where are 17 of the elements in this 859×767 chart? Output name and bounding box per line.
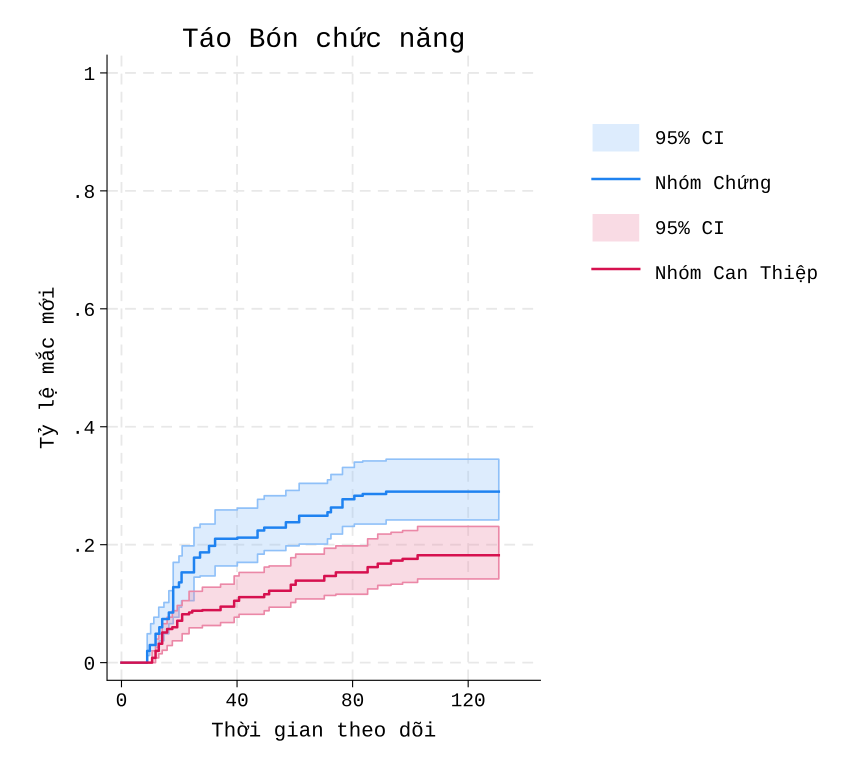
legend-label: Nhóm Chứng: [656, 174, 770, 194]
y-tick-label: .8: [76, 184, 94, 198]
text: 95% CI: [656, 130, 723, 144]
y-tick-label: .6: [76, 302, 94, 316]
x-tick-label: 40: [226, 693, 248, 706]
y-axis-title: Tỷ lệ mắc mới: [36, 288, 58, 448]
x-tick-label: 0: [116, 693, 126, 706]
text: 95% CI: [656, 221, 723, 234]
y-tick-label: .2: [76, 538, 94, 552]
y-tick-label: 1: [84, 67, 94, 80]
x-tick-label: 80: [342, 693, 364, 706]
x-tick-label: 120: [452, 693, 484, 706]
y-tick-label: 0: [84, 656, 94, 670]
legend-label: Nhóm Can Thiệp: [656, 264, 817, 284]
x-axis-title: Thời gian theo dõi: [212, 721, 436, 741]
chart-title: Táo Bón chức năng: [183, 26, 464, 53]
y-tick-label: .4: [76, 420, 94, 434]
